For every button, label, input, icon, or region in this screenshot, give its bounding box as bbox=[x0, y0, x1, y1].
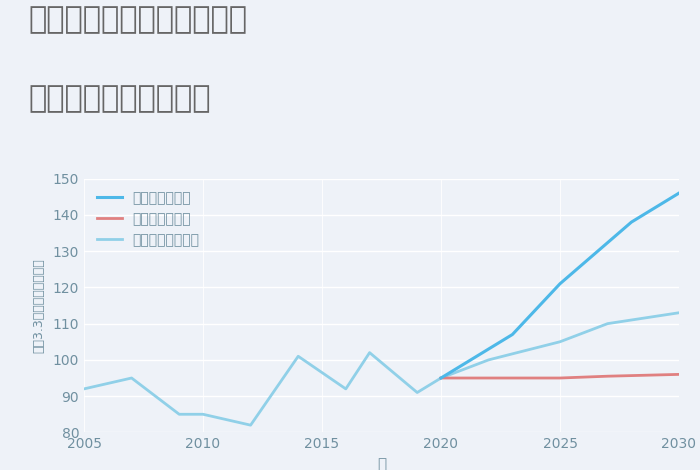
グッドシナリオ bbox=[675, 190, 683, 196]
Line: ノーマルシナリオ: ノーマルシナリオ bbox=[84, 313, 679, 425]
Line: バッドシナリオ: バッドシナリオ bbox=[441, 375, 679, 378]
X-axis label: 年: 年 bbox=[377, 457, 386, 470]
バッドシナリオ bbox=[675, 372, 683, 377]
グッドシナリオ bbox=[627, 219, 636, 225]
ノーマルシナリオ bbox=[484, 357, 493, 363]
ノーマルシナリオ bbox=[365, 350, 374, 355]
ノーマルシナリオ bbox=[127, 375, 136, 381]
バッドシナリオ bbox=[556, 375, 564, 381]
ノーマルシナリオ bbox=[437, 375, 445, 381]
ノーマルシナリオ bbox=[246, 423, 255, 428]
ノーマルシナリオ bbox=[294, 353, 302, 359]
Y-axis label: 坪（3.3㎡）単価（万円）: 坪（3.3㎡）単価（万円） bbox=[33, 258, 46, 353]
グッドシナリオ bbox=[556, 281, 564, 287]
バッドシナリオ bbox=[437, 375, 445, 381]
ノーマルシナリオ bbox=[342, 386, 350, 392]
ノーマルシナリオ bbox=[675, 310, 683, 315]
グッドシナリオ bbox=[437, 375, 445, 381]
Legend: グッドシナリオ, バッドシナリオ, ノーマルシナリオ: グッドシナリオ, バッドシナリオ, ノーマルシナリオ bbox=[91, 186, 205, 252]
バッドシナリオ bbox=[603, 373, 612, 379]
グッドシナリオ bbox=[508, 332, 517, 337]
ノーマルシナリオ bbox=[556, 339, 564, 345]
ノーマルシナリオ bbox=[413, 390, 421, 395]
バッドシナリオ bbox=[484, 375, 493, 381]
ノーマルシナリオ bbox=[199, 411, 207, 417]
ノーマルシナリオ bbox=[603, 321, 612, 327]
Text: 中古戸建ての価格推移: 中古戸建ての価格推移 bbox=[28, 85, 211, 114]
Line: グッドシナリオ: グッドシナリオ bbox=[441, 193, 679, 378]
ノーマルシナリオ bbox=[175, 411, 183, 417]
Text: 愛知県尾張旭市瀬戸川町の: 愛知県尾張旭市瀬戸川町の bbox=[28, 5, 247, 34]
ノーマルシナリオ bbox=[80, 386, 88, 392]
